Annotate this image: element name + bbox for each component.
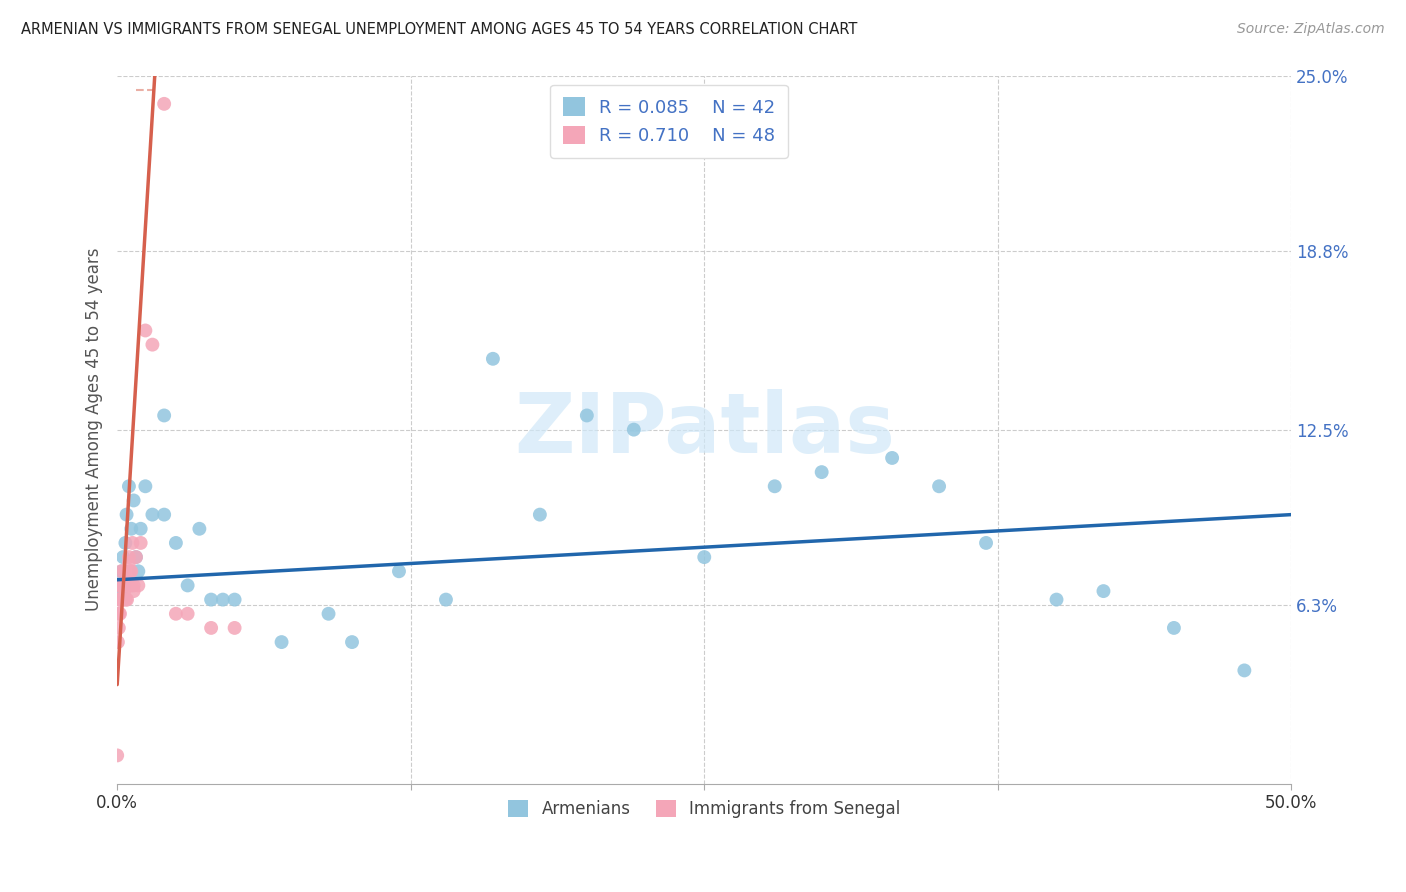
- Point: [270, 635, 292, 649]
- Point: [117, 578, 139, 592]
- Point: [112, 550, 135, 565]
- Point: [115, 573, 138, 587]
- Point: [115, 578, 138, 592]
- Point: [575, 409, 598, 423]
- Point: [125, 550, 148, 565]
- Point: [482, 351, 505, 366]
- Point: [318, 607, 340, 621]
- Point: [112, 578, 135, 592]
- Point: [153, 409, 176, 423]
- Point: [212, 592, 235, 607]
- Point: [111, 592, 134, 607]
- Point: [107, 607, 129, 621]
- Point: [112, 578, 135, 592]
- Point: [200, 592, 222, 607]
- Point: [114, 578, 136, 592]
- Point: [115, 592, 138, 607]
- Point: [165, 607, 187, 621]
- Point: [623, 423, 645, 437]
- Point: [974, 536, 997, 550]
- Point: [176, 607, 198, 621]
- Point: [153, 96, 176, 111]
- Point: [108, 621, 131, 635]
- Point: [1045, 592, 1067, 607]
- Point: [112, 564, 135, 578]
- Point: [125, 550, 148, 565]
- Point: [114, 578, 136, 592]
- Point: [108, 607, 131, 621]
- Point: [114, 536, 136, 550]
- Point: [1233, 664, 1256, 678]
- Legend: Armenians, Immigrants from Senegal: Armenians, Immigrants from Senegal: [502, 794, 907, 825]
- Point: [141, 508, 163, 522]
- Point: [115, 508, 138, 522]
- Point: [134, 323, 156, 337]
- Point: [111, 578, 134, 592]
- Point: [120, 564, 142, 578]
- Point: [118, 479, 141, 493]
- Y-axis label: Unemployment Among Ages 45 to 54 years: Unemployment Among Ages 45 to 54 years: [86, 248, 103, 611]
- Point: [121, 536, 143, 550]
- Point: [127, 578, 149, 592]
- Point: [108, 592, 131, 607]
- Point: [176, 578, 198, 592]
- Point: [134, 479, 156, 493]
- Point: [112, 592, 135, 607]
- Point: [153, 508, 176, 522]
- Point: [810, 465, 832, 479]
- Point: [120, 564, 142, 578]
- Point: [118, 550, 141, 565]
- Point: [529, 508, 551, 522]
- Point: [127, 564, 149, 578]
- Point: [165, 536, 187, 550]
- Point: [108, 592, 131, 607]
- Point: [111, 578, 134, 592]
- Point: [141, 337, 163, 351]
- Point: [105, 748, 128, 763]
- Point: [763, 479, 786, 493]
- Point: [200, 621, 222, 635]
- Point: [129, 536, 152, 550]
- Point: [122, 493, 145, 508]
- Point: [111, 578, 134, 592]
- Point: [111, 592, 134, 607]
- Text: ZIPatlas: ZIPatlas: [513, 389, 894, 470]
- Point: [928, 479, 950, 493]
- Text: Source: ZipAtlas.com: Source: ZipAtlas.com: [1237, 22, 1385, 37]
- Point: [388, 564, 411, 578]
- Point: [110, 564, 132, 578]
- Point: [122, 578, 145, 592]
- Point: [110, 578, 132, 592]
- Point: [118, 556, 141, 570]
- Point: [110, 584, 132, 599]
- Point: [224, 621, 246, 635]
- Point: [693, 550, 716, 565]
- Point: [108, 607, 131, 621]
- Point: [434, 592, 457, 607]
- Point: [882, 450, 904, 465]
- Point: [188, 522, 211, 536]
- Point: [120, 578, 142, 592]
- Point: [107, 635, 129, 649]
- Point: [129, 522, 152, 536]
- Point: [112, 584, 135, 599]
- Point: [224, 592, 246, 607]
- Point: [108, 573, 131, 587]
- Point: [110, 578, 132, 592]
- Point: [1092, 584, 1115, 599]
- Point: [122, 584, 145, 599]
- Point: [111, 564, 134, 578]
- Point: [110, 592, 132, 607]
- Point: [1163, 621, 1185, 635]
- Point: [110, 578, 132, 592]
- Point: [115, 592, 138, 607]
- Point: [340, 635, 363, 649]
- Text: ARMENIAN VS IMMIGRANTS FROM SENEGAL UNEMPLOYMENT AMONG AGES 45 TO 54 YEARS CORRE: ARMENIAN VS IMMIGRANTS FROM SENEGAL UNEM…: [21, 22, 858, 37]
- Point: [110, 592, 132, 607]
- Point: [120, 522, 142, 536]
